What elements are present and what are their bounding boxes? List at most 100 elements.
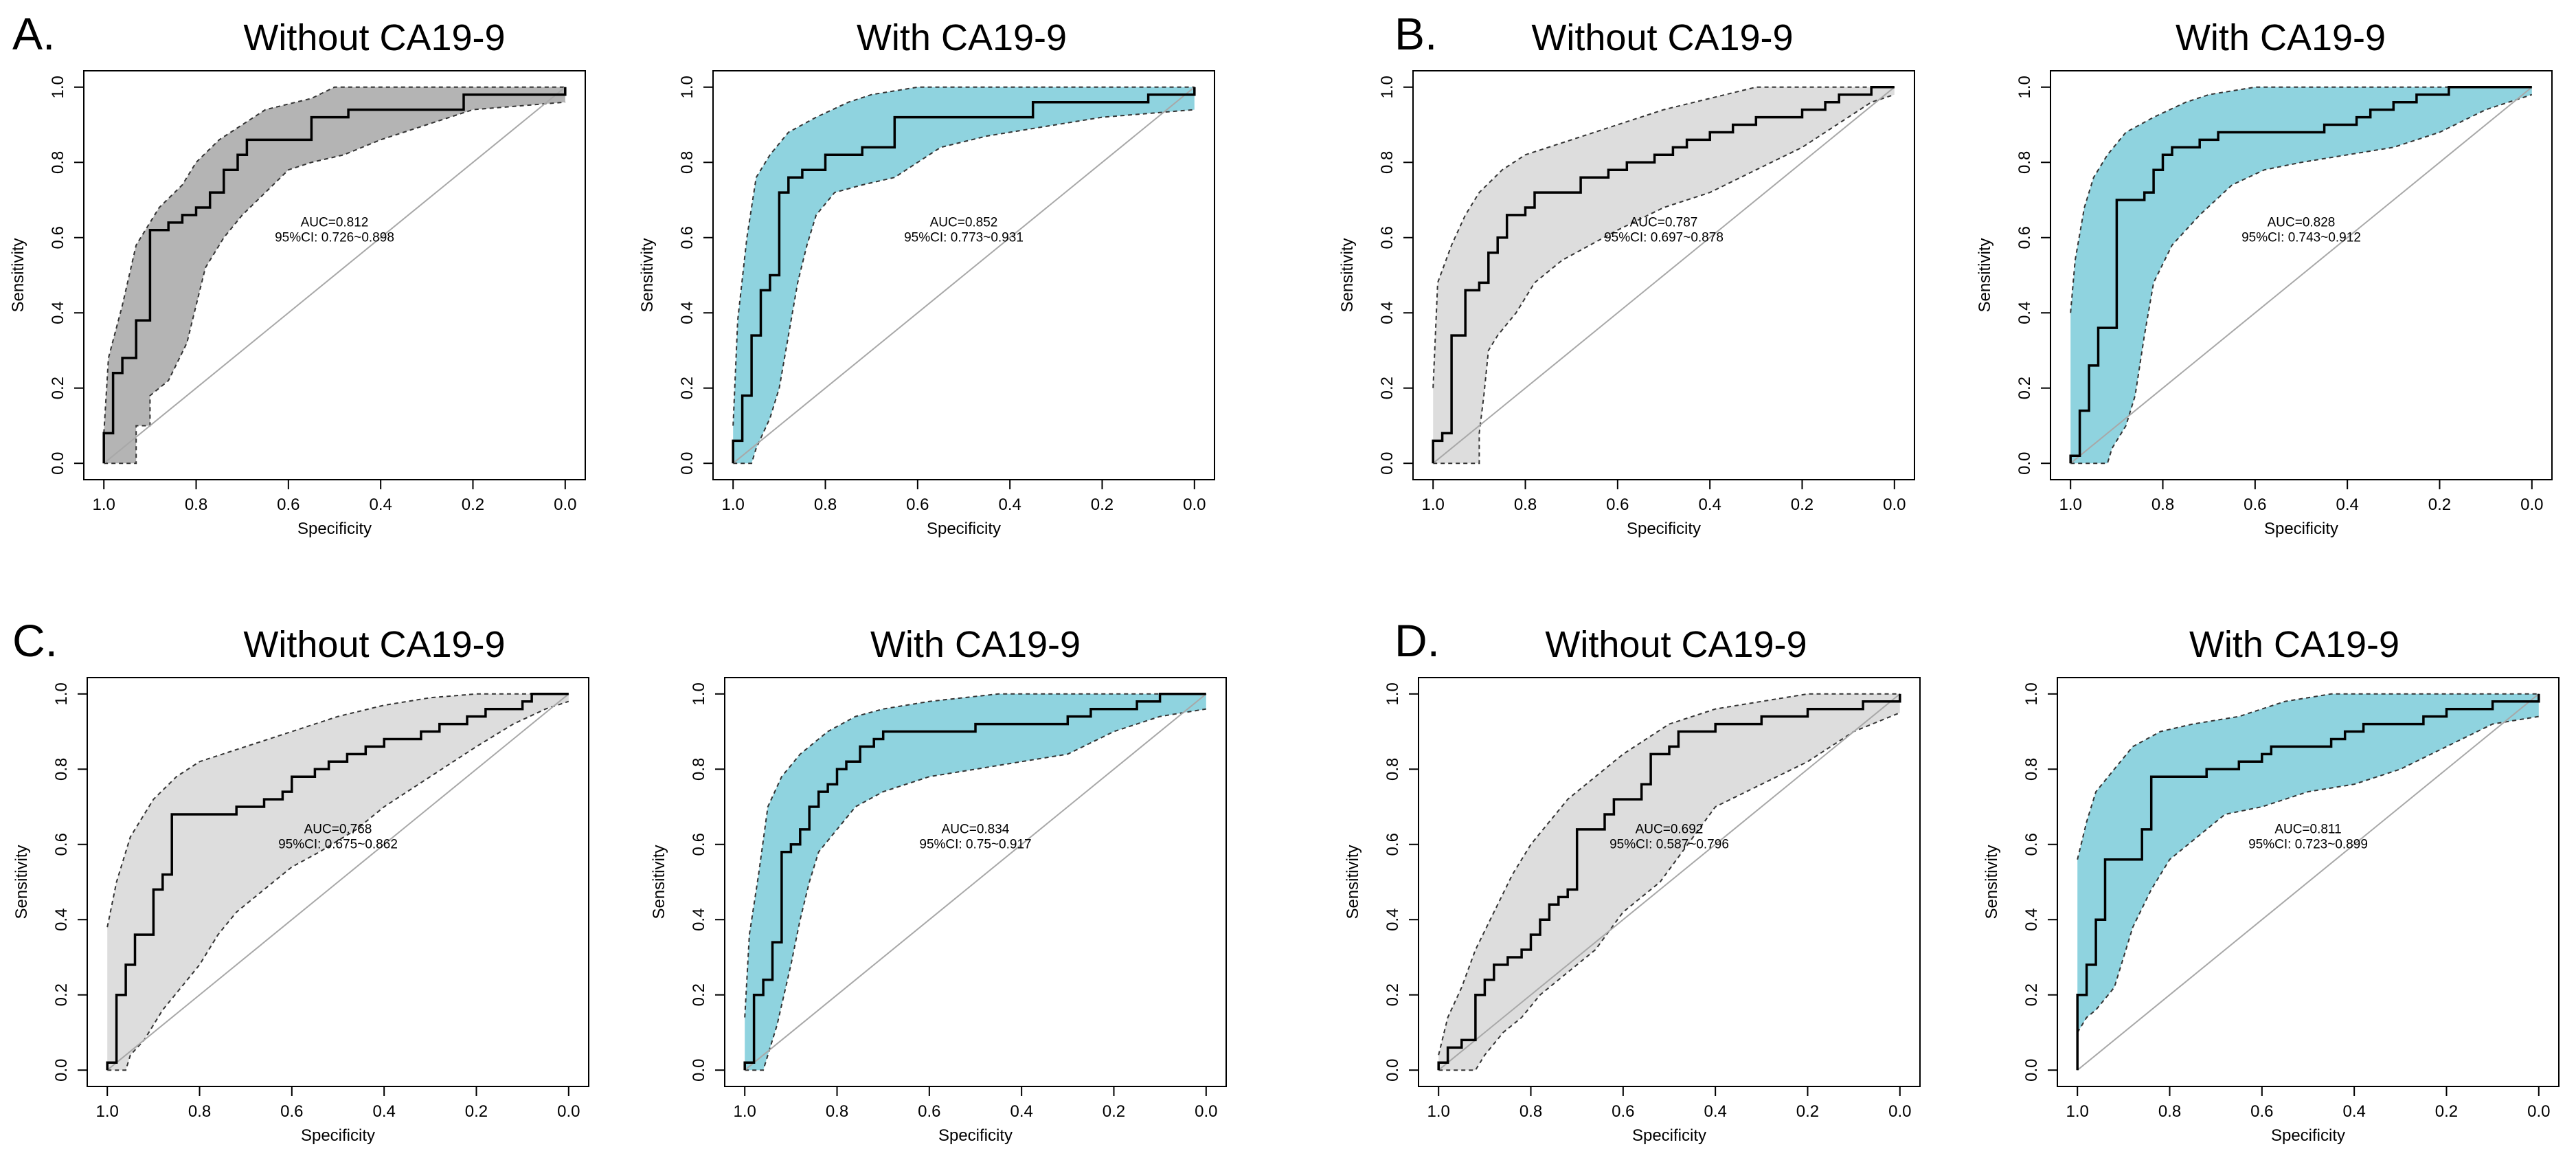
- roc-plot-c-without: Without CA19-9 1.0 0.8 0.6 0.4 0.2 0.0 0.0 0.2 0.…: [12, 624, 589, 1145]
- x-tick-label: 0.6: [2250, 1102, 2273, 1121]
- y-tick-label: 0.4: [49, 302, 67, 324]
- x-tick-label: 0.6: [906, 495, 929, 514]
- x-tick-label: 0.4: [369, 495, 392, 514]
- reference-diagonal: [103, 87, 566, 464]
- x-axis-label: Specificity: [297, 520, 372, 538]
- y-axis-label: Sensitivity: [1982, 845, 2001, 919]
- roc-plot-a-without: Without CA19-9 1.0 0.8 0.6 0.4 0.2 0.0 0.0 0.2 0.…: [9, 17, 586, 538]
- ci-lower-line: [733, 109, 1195, 465]
- y-tick-label: 0.6: [1383, 833, 1402, 856]
- x-tick-label: 1.0: [2059, 495, 2082, 514]
- x-axis-label: Specificity: [2264, 520, 2338, 538]
- y-tick-label: 0.2: [49, 377, 67, 399]
- y-tick-label: 0.0: [49, 452, 67, 475]
- x-tick-label: 0.8: [185, 495, 207, 514]
- x-axis-label: Specificity: [927, 520, 1001, 538]
- y-tick-label: 1.0: [49, 76, 67, 98]
- auc-label: AUC=0.828: [2268, 215, 2336, 230]
- roc-curve: [1432, 86, 1895, 464]
- panel-label-c: C.: [12, 615, 58, 666]
- x-tick-label: 0.0: [557, 1102, 580, 1121]
- y-tick-label: 0.6: [49, 226, 67, 249]
- reference-diagonal: [732, 87, 1195, 464]
- x-tick-label: 0.2: [2428, 495, 2451, 514]
- x-tick-label: 0.2: [465, 1102, 488, 1121]
- y-tick-label: 0.4: [1383, 908, 1402, 931]
- auc-label: AUC=0.811: [2274, 822, 2341, 836]
- x-tick-label: 0.6: [280, 1102, 303, 1121]
- x-tick-label: 0.8: [1514, 495, 1537, 514]
- y-tick-label: 0.0: [2015, 452, 2034, 475]
- x-tick-label: 0.6: [918, 1102, 940, 1121]
- y-axis-label: Sensitivity: [9, 238, 27, 312]
- plot-title: With CA19-9: [857, 17, 1067, 58]
- y-tick-label: 0.6: [2015, 226, 2034, 249]
- y-tick-label: 1.0: [2015, 76, 2034, 98]
- roc-curve: [106, 693, 569, 1071]
- ci-band: [2077, 693, 2539, 1033]
- x-tick-label: 0.6: [2244, 495, 2266, 514]
- reference-diagonal: [2070, 87, 2533, 464]
- plot-title: Without CA19-9: [1531, 17, 1793, 58]
- auc-label: AUC=0.787: [1630, 215, 1698, 230]
- reference-diagonal: [2077, 693, 2540, 1071]
- roc-plot-d-with: With CA19-9 1.0 0.8 0.6 0.4 0.2 0.0 0.0 0.2 0.4 0.…: [1982, 624, 2560, 1145]
- x-tick-label: 0.2: [2435, 1102, 2458, 1121]
- y-tick-label: 0.6: [2022, 833, 2041, 856]
- roc-curve: [102, 87, 567, 464]
- x-tick-label: 0.8: [2151, 495, 2174, 514]
- x-tick-label: 0.0: [2520, 495, 2543, 514]
- ci-lower-line: [745, 708, 1206, 1071]
- ci-band: [2070, 87, 2532, 464]
- auc-label: AUC=0.812: [301, 215, 369, 230]
- plot-title: With CA19-9: [870, 624, 1081, 665]
- y-tick-label: 0.6: [1378, 226, 1397, 249]
- x-tick-label: 0.4: [2336, 495, 2358, 514]
- x-tick-label: 0.2: [1091, 495, 1114, 514]
- ci-upper-line: [1432, 86, 1895, 388]
- y-tick-label: 0.8: [2015, 151, 2034, 174]
- y-tick-label: 0.8: [2022, 758, 2041, 781]
- roc-plot-b-with: With CA19-9 1.0 0.8 0.6 0.4 0.2 0.0 0.0 0.2 0.4 0.…: [1976, 17, 2553, 538]
- roc-plot-c-with: With CA19-9 1.0 0.8 0.6 0.4 0.2 0.0 0.0 0.2 0.4 0.…: [650, 624, 1227, 1145]
- roc-curve: [2076, 693, 2540, 1071]
- y-tick-label: 0.4: [678, 302, 697, 324]
- x-tick-label: 0.0: [2527, 1102, 2550, 1121]
- y-tick-label: 0.8: [52, 758, 71, 781]
- plot-title: With CA19-9: [2189, 624, 2399, 665]
- auc-ci-label: 95%CI: 0.587~0.796: [1609, 837, 1729, 851]
- x-tick-label: 0.0: [1195, 1102, 1217, 1121]
- y-tick-label: 0.2: [2022, 983, 2041, 1006]
- x-tick-label: 1.0: [1427, 1102, 1450, 1121]
- y-tick-label: 0.4: [1378, 302, 1397, 324]
- y-tick-label: 0.8: [49, 151, 67, 174]
- y-tick-label: 0.4: [52, 908, 71, 931]
- y-tick-label: 1.0: [690, 682, 708, 705]
- x-tick-label: 0.0: [1888, 1102, 1911, 1121]
- y-axis-label: Sensitivity: [12, 845, 31, 919]
- reference-diagonal: [744, 693, 1207, 1071]
- y-tick-label: 0.6: [52, 833, 71, 856]
- y-tick-label: 0.0: [690, 1059, 708, 1082]
- y-tick-label: 0.2: [52, 983, 71, 1006]
- ci-upper-line: [2077, 693, 2539, 860]
- ci-upper-line: [732, 86, 1195, 426]
- x-tick-label: 0.0: [554, 495, 576, 514]
- x-tick-label: 0.8: [1519, 1102, 1542, 1121]
- plot-title: Without CA19-9: [243, 624, 505, 665]
- auc-ci-label: 95%CI: 0.773~0.931: [904, 230, 1024, 245]
- ci-band: [745, 693, 1206, 1071]
- y-tick-label: 0.8: [1383, 758, 1402, 781]
- x-tick-label: 0.4: [1698, 495, 1721, 514]
- ci-upper-line: [1438, 693, 1900, 1056]
- roc-plot-b-without: Without CA19-9 1.0 0.8 0.6 0.4 0.2 0.0 0.0 0.2 0.…: [1338, 17, 1915, 538]
- y-tick-label: 1.0: [1378, 76, 1397, 98]
- panel-label-b: B.: [1394, 8, 1437, 59]
- x-tick-label: 1.0: [2066, 1102, 2089, 1121]
- y-tick-label: 0.2: [678, 377, 697, 399]
- ci-upper-line: [103, 86, 565, 434]
- y-tick-label: 1.0: [52, 682, 71, 705]
- auc-ci-label: 95%CI: 0.723~0.899: [2248, 837, 2368, 851]
- x-tick-label: 0.2: [1796, 1102, 1819, 1121]
- x-tick-label: 0.8: [2158, 1102, 2181, 1121]
